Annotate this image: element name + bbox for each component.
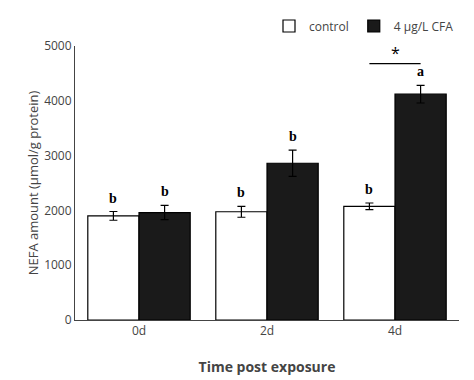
svg-text:4 μg/L CFA: 4 μg/L CFA bbox=[394, 18, 453, 35]
svg-text:Time post exposure: Time post exposure bbox=[199, 357, 336, 376]
svg-text:b: b bbox=[237, 185, 245, 200]
svg-text:0: 0 bbox=[65, 311, 72, 328]
svg-text:3000: 3000 bbox=[44, 147, 72, 164]
svg-text:2000: 2000 bbox=[44, 202, 72, 219]
svg-text:5000: 5000 bbox=[44, 37, 72, 54]
svg-text:4d: 4d bbox=[388, 322, 402, 339]
svg-text:b: b bbox=[289, 129, 297, 144]
svg-text:NEFA amount (μmol/g protein): NEFA amount (μmol/g protein) bbox=[24, 91, 42, 276]
svg-text:control: control bbox=[309, 18, 349, 35]
svg-text:b: b bbox=[109, 191, 117, 206]
svg-text:0d: 0d bbox=[132, 322, 146, 339]
svg-text:b: b bbox=[161, 184, 169, 199]
svg-text:2d: 2d bbox=[260, 322, 274, 339]
svg-text:4000: 4000 bbox=[44, 92, 72, 109]
svg-text:a: a bbox=[417, 64, 424, 79]
svg-text:b: b bbox=[365, 182, 373, 197]
svg-text:1000: 1000 bbox=[44, 256, 72, 273]
svg-text:*: * bbox=[391, 42, 400, 64]
